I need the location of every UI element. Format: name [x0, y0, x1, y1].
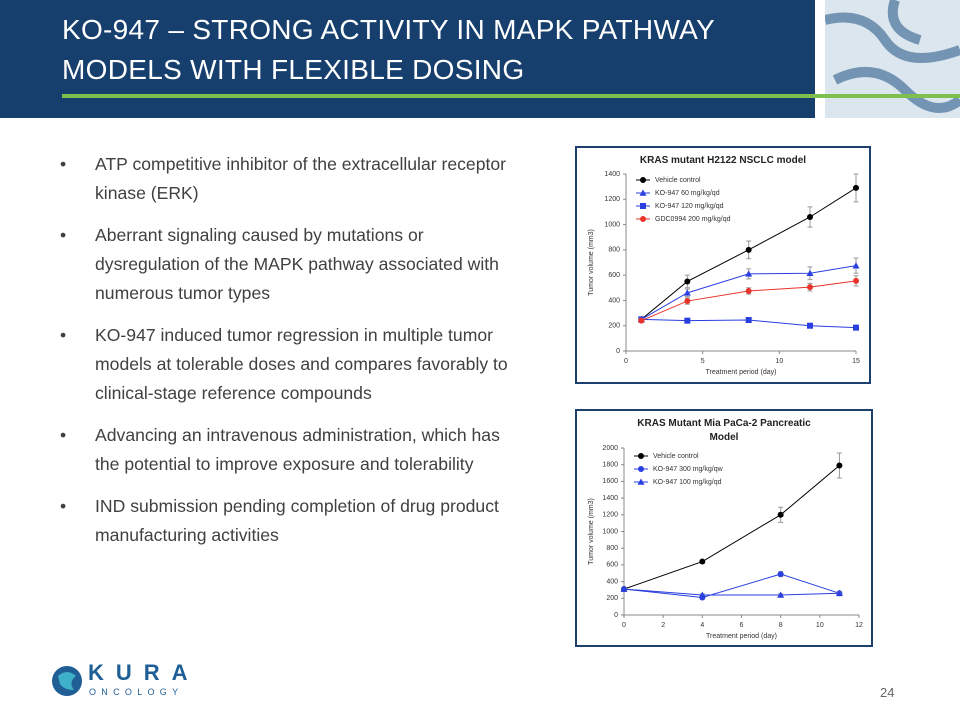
y-tick-label: 400 — [606, 578, 618, 585]
title-underline — [62, 94, 960, 98]
y-tick-label: 1400 — [604, 171, 620, 178]
marker — [777, 591, 785, 598]
marker — [807, 322, 813, 329]
marker — [835, 589, 843, 597]
bullet: KO-947 induced tumor regression in multi… — [60, 321, 515, 408]
legend-marker — [639, 189, 647, 196]
y-tick-label: 1800 — [602, 462, 618, 469]
y-tick-label: 600 — [608, 272, 620, 279]
y-tick-label: 1000 — [602, 528, 618, 535]
x-tick-label: 8 — [779, 622, 783, 629]
bullet: ATP competitive inhibitor of the extrace… — [60, 150, 515, 208]
marker — [807, 213, 813, 220]
series-line — [623, 465, 840, 590]
y-tick-label: 800 — [608, 247, 620, 254]
logo: KURA ONCOLOGY — [52, 660, 200, 697]
bullet: Advancing an intravenous administration,… — [60, 421, 515, 479]
slide-title: KO-947 – STRONG ACTIVITY IN MAPK PATHWAY… — [62, 14, 715, 85]
chart: 0 200 400 600 800 1000 1200 1400 1600 1800 2000 0 2 4… — [588, 445, 863, 640]
marker — [777, 511, 784, 518]
marker — [745, 270, 753, 277]
x-tick-label: 10 — [816, 622, 824, 629]
marker — [684, 278, 691, 285]
x-tick-label: 10 — [775, 358, 783, 365]
x-tick-label: 5 — [701, 358, 705, 365]
marker — [836, 462, 843, 469]
y-tick-label: 0 — [616, 348, 620, 355]
marker — [620, 585, 628, 592]
marker — [853, 277, 859, 284]
page-number: 24 — [880, 685, 895, 700]
y-tick-label: 600 — [606, 562, 618, 569]
series-line — [623, 588, 840, 596]
header-decoration — [825, 0, 960, 118]
y-tick-label: 2000 — [602, 445, 618, 452]
legend-marker — [637, 478, 645, 485]
y-tick-label: 200 — [606, 595, 618, 602]
y-tick-label: 0 — [614, 612, 618, 619]
marker — [638, 317, 645, 324]
marker — [853, 324, 859, 331]
logo-name: KURA — [88, 660, 200, 685]
y-axis-label: Tumor volume (mm3) — [588, 229, 595, 296]
legend-marker — [638, 453, 644, 459]
marker — [745, 287, 752, 294]
y-tick-label: 200 — [608, 323, 620, 330]
x-tick-label: 15 — [852, 358, 860, 365]
legend-label: Vehicle control — [653, 453, 699, 460]
y-tick-label: 1000 — [604, 221, 620, 228]
series-line — [623, 573, 840, 598]
y-tick-label: 1400 — [602, 495, 618, 502]
legend-label: Vehicle control — [655, 177, 701, 184]
chart-title: KRAS mutant H2122 NSCLC model — [639, 155, 807, 166]
chart: 0 200 400 600 800 1000 1200 1400 0 5 10 15 Treatment… — [588, 171, 860, 376]
legend-marker — [640, 216, 646, 222]
marker — [698, 591, 706, 598]
y-axis-label: Tumor volume (mm3) — [588, 498, 595, 565]
bullet: Aberrant signaling caused by mutations o… — [60, 221, 515, 308]
y-tick-label: 1200 — [604, 196, 620, 203]
marker — [699, 558, 706, 565]
x-axis-label: Treatment period (day) — [706, 633, 777, 640]
chart-panel: 0 200 400 600 800 1000 1200 1400 1600 1800 2000 0 2 4… — [575, 409, 873, 647]
legend-label: KO-947 100 mg/kg/qd — [653, 479, 722, 486]
chart-title: KRAS Mutant Mia PaCa-2 Pancreatic Model — [637, 418, 811, 443]
marker — [853, 184, 859, 191]
y-tick-label: 800 — [606, 545, 618, 552]
legend-marker — [640, 177, 646, 183]
legend-label: KO-947 120 mg/kg/qd — [655, 203, 724, 210]
logo-subtitle: ONCOLOGY — [89, 687, 183, 697]
y-tick-label: 400 — [608, 297, 620, 304]
x-tick-label: 0 — [622, 622, 626, 629]
marker — [683, 289, 691, 296]
chart-panel: 0 200 400 600 800 1000 1200 1400 0 5 10 15 Treatment… — [575, 146, 871, 384]
marker — [684, 317, 691, 324]
marker — [777, 571, 784, 578]
marker — [745, 246, 752, 253]
x-axis-label: Treatment period (day) — [706, 369, 777, 376]
marker — [807, 284, 813, 291]
x-tick-label: 12 — [855, 622, 863, 629]
marker — [745, 317, 752, 324]
x-tick-label: 0 — [624, 358, 628, 365]
legend-marker — [640, 203, 646, 209]
marker — [806, 269, 814, 277]
bullet: IND submission pending completion of dru… — [60, 492, 515, 550]
x-tick-label: 2 — [661, 622, 665, 629]
legend-label: GDC0994 200 mg/kg/qd — [655, 216, 731, 223]
header-band — [0, 0, 815, 118]
y-tick-label: 1200 — [602, 512, 618, 519]
legend-label: KO-947 300 mg/kg/qw — [653, 466, 724, 473]
legend-label: KO-947 60 mg/kg/qd — [655, 190, 720, 197]
marker — [684, 298, 691, 305]
marker — [852, 262, 860, 269]
x-tick-label: 4 — [700, 622, 704, 629]
legend-marker — [638, 466, 644, 472]
x-tick-label: 6 — [740, 622, 744, 629]
y-tick-label: 1600 — [602, 478, 618, 485]
bullet-list: ATP competitive inhibitor of the extrace… — [60, 150, 515, 563]
logo-icon-detail — [58, 672, 76, 690]
